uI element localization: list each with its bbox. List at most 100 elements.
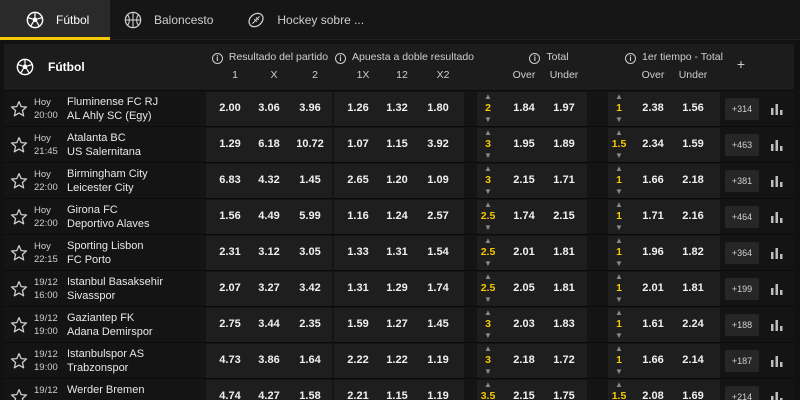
favorite-star-icon[interactable] [10, 280, 28, 298]
more-markets-button[interactable]: +381 [725, 170, 759, 192]
odd-total[interactable]: 2.05 [513, 282, 535, 294]
match-row[interactable]: Hoy 22:00 Girona FC Deportivo Alaves 1.56 4.4… [4, 198, 794, 234]
match-row[interactable]: Hoy 22:00 Birmingham City Leicester City 6.8… [4, 162, 794, 198]
total-line-selector[interactable]: ▲3.5▼ [478, 381, 498, 400]
odd-double-chance[interactable]: 1.24 [386, 210, 408, 222]
chevron-up-icon[interactable]: ▲ [615, 164, 623, 173]
odd-total[interactable]: 1.89 [553, 138, 575, 150]
odd-total[interactable]: 1.95 [513, 138, 535, 150]
odd-first-half-total[interactable]: 1.71 [642, 210, 664, 222]
odd-double-chance[interactable]: 1.80 [427, 102, 449, 114]
odd-double-chance[interactable]: 1.29 [386, 282, 408, 294]
odd-match-result[interactable]: 3.06 [258, 102, 280, 114]
odd-match-result[interactable]: 1.56 [219, 210, 241, 222]
odd-match-result[interactable]: 3.27 [258, 282, 280, 294]
chevron-down-icon[interactable]: ▼ [484, 223, 492, 232]
total-line-selector[interactable]: ▲ 2 ▼ [478, 93, 498, 125]
chevron-down-icon[interactable]: ▼ [484, 115, 492, 124]
stats-icon[interactable] [770, 102, 784, 116]
info-icon[interactable]: i [335, 53, 346, 64]
odd-first-half-total[interactable]: 2.08 [642, 390, 664, 400]
odd-double-chance[interactable]: 3.92 [427, 138, 449, 150]
chevron-down-icon[interactable]: ▼ [615, 367, 623, 376]
match-teams[interactable]: Sporting Lisbon FC Porto [67, 239, 143, 267]
first-half-line-selector[interactable]: ▲ 1 ▼ [609, 273, 629, 305]
odd-double-chance[interactable]: 2.65 [347, 174, 369, 186]
odd-total[interactable]: 2.03 [513, 318, 535, 330]
match-row[interactable]: 19/12 19:00 Gaziantep FK Adana Demirspor 2.7… [4, 306, 794, 342]
odd-match-result[interactable]: 10.72 [296, 138, 324, 150]
odd-match-result[interactable]: 2.35 [299, 318, 321, 330]
odd-first-half-total[interactable]: 1.81 [682, 282, 704, 294]
first-half-line-selector[interactable]: ▲ 1 ▼ [609, 345, 629, 377]
odd-match-result[interactable]: 1.58 [299, 390, 321, 400]
odd-double-chance[interactable]: 1.32 [386, 102, 408, 114]
favorite-star-icon[interactable] [10, 244, 28, 262]
chevron-down-icon[interactable]: ▼ [615, 295, 623, 304]
odd-double-chance[interactable]: 1.16 [347, 210, 369, 222]
odd-double-chance[interactable]: 1.09 [427, 174, 449, 186]
odd-match-result[interactable]: 4.74 [219, 390, 241, 400]
chevron-down-icon[interactable]: ▼ [615, 331, 623, 340]
odd-double-chance[interactable]: 1.33 [347, 246, 369, 258]
odd-total[interactable]: 2.15 [553, 210, 575, 222]
chevron-down-icon[interactable]: ▼ [484, 367, 492, 376]
odd-double-chance[interactable]: 1.07 [347, 138, 369, 150]
tab-baloncesto[interactable]: Baloncesto [110, 0, 227, 40]
odd-total[interactable]: 1.75 [553, 390, 575, 400]
match-row[interactable]: Hoy 20:00 Fluminense FC RJ AL Ahly SC (Egy)… [4, 90, 794, 126]
chevron-up-icon[interactable]: ▲ [484, 380, 492, 389]
first-half-line-selector[interactable]: ▲1.5▼ [609, 129, 629, 161]
more-markets-button[interactable]: +188 [725, 314, 759, 336]
chevron-down-icon[interactable]: ▼ [484, 295, 492, 304]
odd-double-chance[interactable]: 1.20 [386, 174, 408, 186]
more-markets-button[interactable]: +364 [725, 242, 759, 264]
chevron-down-icon[interactable]: ▼ [615, 115, 623, 124]
first-half-line-selector[interactable]: ▲ 1 ▼ [609, 165, 629, 197]
odd-first-half-total[interactable]: 2.34 [642, 138, 664, 150]
chevron-up-icon[interactable]: ▲ [484, 164, 492, 173]
stats-icon[interactable] [770, 390, 784, 400]
total-line-selector[interactable]: ▲ 3 ▼ [478, 309, 498, 341]
match-teams[interactable]: Gaziantep FK Adana Demirspor [67, 311, 153, 339]
chevron-up-icon[interactable]: ▲ [615, 200, 623, 209]
odd-double-chance[interactable]: 1.26 [347, 102, 369, 114]
tab-hockey[interactable]: Hockey sobre ... [227, 0, 378, 40]
match-teams[interactable]: Atalanta BC US Salernitana [67, 131, 141, 159]
chevron-up-icon[interactable]: ▲ [484, 236, 492, 245]
odd-match-result[interactable]: 1.29 [219, 138, 241, 150]
odd-total[interactable]: 1.83 [553, 318, 575, 330]
odd-first-half-total[interactable]: 1.96 [642, 246, 664, 258]
odd-match-result[interactable]: 4.49 [258, 210, 280, 222]
match-teams[interactable]: Istanbulspor AS Trabzonspor [67, 347, 144, 375]
stats-icon[interactable] [770, 210, 784, 224]
match-teams[interactable]: Werder Bremen [67, 383, 144, 397]
chevron-down-icon[interactable]: ▼ [615, 259, 623, 268]
chevron-down-icon[interactable]: ▼ [615, 223, 623, 232]
first-half-line-selector[interactable]: ▲ 1 ▼ [609, 309, 629, 341]
odd-double-chance[interactable]: 1.15 [386, 138, 408, 150]
match-row[interactable]: 19/12 16:00 Istanbul Basaksehir Sivasspor 2.… [4, 270, 794, 306]
more-markets-button[interactable]: +187 [725, 350, 759, 372]
stats-icon[interactable] [770, 138, 784, 152]
info-icon[interactable]: i [625, 53, 637, 64]
odd-double-chance[interactable]: 1.27 [386, 318, 408, 330]
chevron-up-icon[interactable]: ▲ [484, 272, 492, 281]
odd-double-chance[interactable]: 1.54 [427, 246, 449, 258]
odd-total[interactable]: 1.81 [553, 246, 575, 258]
favorite-star-icon[interactable] [10, 316, 28, 334]
favorite-star-icon[interactable] [10, 136, 28, 154]
chevron-up-icon[interactable]: ▲ [484, 128, 492, 137]
total-line-selector[interactable]: ▲ 2.5 ▼ [478, 201, 498, 233]
match-row[interactable]: 19/12 19:00 Istanbulspor AS Trabzonspor 4.73… [4, 342, 794, 378]
chevron-down-icon[interactable]: ▼ [484, 331, 492, 340]
odd-total[interactable]: 1.97 [553, 102, 575, 114]
odd-double-chance[interactable]: 1.31 [347, 282, 369, 294]
odd-double-chance[interactable]: 1.45 [427, 318, 449, 330]
favorite-star-icon[interactable] [10, 100, 28, 118]
odd-first-half-total[interactable]: 2.24 [682, 318, 704, 330]
chevron-down-icon[interactable]: ▼ [615, 187, 623, 196]
odd-match-result[interactable]: 2.00 [219, 102, 241, 114]
favorite-star-icon[interactable] [10, 172, 28, 190]
chevron-up-icon[interactable]: ▲ [484, 200, 492, 209]
